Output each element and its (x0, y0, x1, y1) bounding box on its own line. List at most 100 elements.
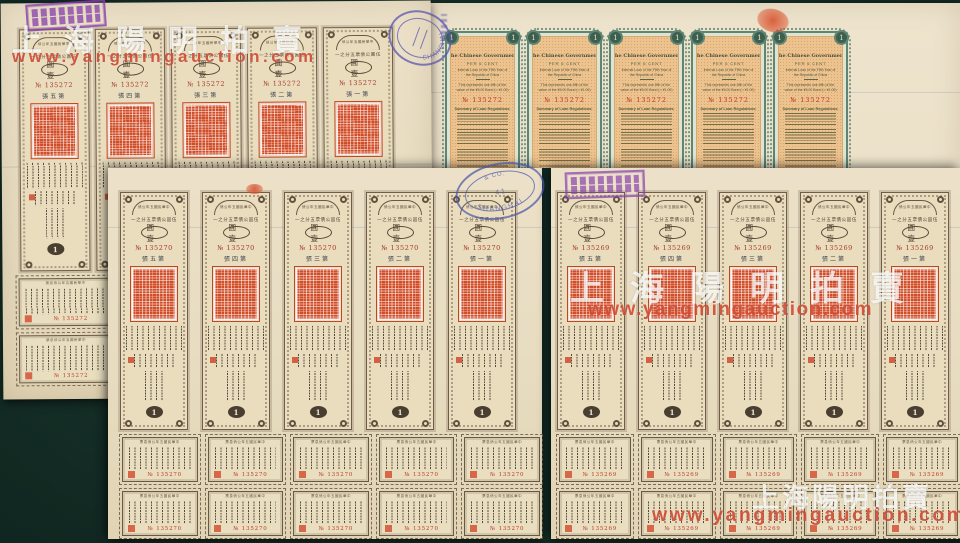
red-seal (565, 357, 571, 363)
coupon-header-text: 票息債公年五國民華中 (738, 440, 779, 444)
value-medallion: 1 (744, 406, 762, 418)
microtext-block (744, 371, 762, 401)
coupon-footer: № 135269 (646, 471, 707, 478)
serial-prefix: № (135, 244, 142, 252)
ornament-ring-icon (76, 32, 84, 40)
strip-serial-number: № 135272 (35, 81, 73, 89)
strip-top-ornament: 債公年五國民華中 (801, 193, 867, 215)
ornament-ring-icon (775, 196, 782, 203)
coupon-index-label: 張四第 (118, 93, 143, 100)
bond-coupon-strip: 債公年五國民華中 一之分五票債公圓伍 圓壹 № 135269 張一第 1 (881, 192, 949, 430)
serial-digits: 135272 (718, 96, 750, 105)
ornament-ring-icon (422, 196, 429, 203)
strip-top-ornament: 債公年五國民華中 (367, 193, 433, 215)
coupon-header-text: 票息債公年五國民華中 (139, 440, 180, 444)
coupon-microtext (471, 447, 533, 470)
coupon-header-text: 票息債公年五國民華中 (902, 494, 943, 498)
denomination-oval: 圓壹 (344, 57, 372, 78)
coupon-serial-number: № 135269 (739, 472, 789, 478)
coupon-footer: № 135269 (892, 471, 952, 478)
back-serial-number: № 135272 (708, 96, 749, 104)
microtext-block (571, 354, 611, 368)
coupon-microtext (893, 447, 951, 470)
coupon-footer: № 135272 (24, 315, 107, 323)
interest-coupon-box: 票息債公年五國民華中 № 135270 (461, 434, 543, 485)
strip-crest-arc-text: 債公年五國民華中 (183, 35, 228, 52)
strip-crest-arc-text: 債公年五國民華中 (650, 200, 694, 215)
back-serial-number: № 135272 (790, 96, 831, 104)
value-medallion: 1 (825, 406, 843, 418)
serial-prefix: № (489, 525, 496, 532)
coupon-serial-number: № 135270 (224, 472, 278, 478)
interest-coupon-box: 票息債公年五國民華中 № 135272 (15, 274, 116, 330)
coupon-footer: № 135269 (810, 471, 870, 478)
regulations-microtext (456, 113, 509, 126)
strip-crest-arc-text: 債公年五國民華中 (569, 200, 613, 215)
coupon-footer: № 135270 (470, 471, 534, 478)
bond-coupon-strip: 債公年五國民華中 一之分五票債公圓伍 圓壹 № 135269 張四第 1 (638, 192, 706, 430)
value-medallion: 1 (906, 406, 924, 418)
strip-serial-number: № 135270 (217, 244, 255, 252)
ornament-ring-icon (562, 196, 569, 203)
strip-crest-arc-text: 債公年五國民華中 (31, 36, 76, 53)
strip-subtitle: 一之分五票債公圓伍 (568, 217, 614, 222)
ornament-ring-icon (176, 420, 183, 427)
regulations-red-block (131, 267, 177, 321)
ornament-ring-icon (289, 196, 296, 203)
red-seal (374, 357, 380, 363)
strip-bottom-ornament (121, 418, 187, 429)
bond-coupon-strip: 債公年五國民華中 一之分五票債公圓伍 圓壹 № 135269 張五第 1 (557, 192, 625, 430)
regulations-microtext (702, 147, 755, 162)
coupon-microtext (129, 501, 191, 524)
microtext-block (563, 325, 619, 351)
strip-top-ornament: 債公年五國民華中 (20, 30, 88, 53)
coupon-footer: № 135270 (470, 525, 534, 532)
serial-prefix: № (896, 244, 903, 252)
coupon-strip-row: 債公年五國民華中 一之分五票債公圓伍 圓壹 № 135270 張五第 1 債公年… (108, 168, 542, 430)
bond-coupon-strip: 債公年五國民華中 一之分五票債公圓伍 圓壹 № 135269 張三第 1 (719, 192, 787, 430)
ornament-ring-icon (176, 196, 183, 203)
microtext-block (380, 354, 420, 368)
coupon-index-label: 張五第 (42, 94, 67, 101)
ornament-ring-icon (175, 32, 183, 40)
denomination-oval: 圓壹 (658, 223, 686, 243)
regulations-heading: Summary of Loan Regulations: (700, 107, 757, 112)
divider (803, 79, 818, 81)
talon-row: 票息債公年五國民華中 № 135270 票息債公年五國民華中 № 135270 … (108, 488, 543, 539)
coupon-serial-number: № 135269 (820, 526, 870, 532)
back-loan-line: Internal Loan of the Fifth Year of the R… (539, 68, 590, 77)
back-interest-line: PER 6 CENT (630, 61, 663, 66)
regulations-microtext (538, 147, 591, 162)
regulations-red-block (31, 103, 78, 159)
serial-digits: 135270 (390, 244, 419, 252)
coupon-serial-number: № 135269 (575, 526, 625, 532)
serial-digits: 135270 (498, 525, 525, 532)
serial-digits: 135269 (591, 471, 618, 478)
corner-medallion: 1 (506, 30, 521, 45)
coupon-microtext (214, 447, 277, 470)
red-seal (565, 525, 572, 532)
regulations-heading: Summary of Loan Regulations: (454, 107, 511, 112)
payment-schedule-microtext (806, 325, 862, 401)
talon-row: 票息債公年五國民華中 № 135269 票息債公年五國民華中 № 135269 … (551, 488, 960, 539)
regulations-microtext (456, 147, 509, 162)
serial-prefix: № (53, 315, 60, 322)
red-seal (565, 471, 572, 478)
interest-coupon-box: 票息債公年五國民華中 № 135269 (556, 488, 634, 539)
red-seal (808, 357, 814, 363)
ornament-ring-icon (643, 196, 650, 203)
interest-coupon-box: 票息債公年五國民華中 № 135269 (637, 488, 716, 539)
regulations-red-block (107, 103, 154, 158)
serial-digits: 135269 (836, 525, 863, 532)
ornament-ring-icon (340, 196, 347, 203)
red-seal (470, 471, 478, 478)
coupon-microtext (25, 287, 106, 315)
serial-digits: 135270 (144, 244, 173, 252)
coupon-serial-number: № 135270 (309, 472, 363, 478)
coupon-header-text: 票息債公年五國民華中 (45, 280, 86, 286)
serial-digits: 135270 (412, 525, 439, 532)
back-serial-number: № 135272 (544, 96, 585, 104)
coupon-footer: № 135269 (565, 471, 625, 478)
red-seal (892, 525, 900, 532)
serial-digits: 135269 (918, 471, 945, 478)
